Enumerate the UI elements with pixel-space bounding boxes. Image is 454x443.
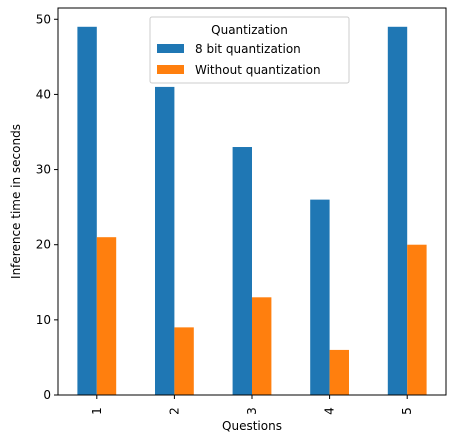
legend-swatch-series-1 — [157, 44, 184, 53]
y-tick-label: 0 — [43, 388, 51, 402]
bar-series-1-question-4 — [310, 199, 330, 395]
x-tick-label: 2 — [167, 407, 181, 415]
bar-series-2-question-4 — [329, 349, 349, 395]
y-tick-label: 10 — [36, 313, 51, 327]
y-tick-label: 20 — [36, 238, 51, 252]
legend: Quantization 8 bit quantization Without q… — [149, 16, 350, 84]
legend-items: 8 bit quantization Without quantization — [157, 42, 321, 77]
bar-series-2-question-2 — [174, 327, 194, 395]
bar-series-2-question-1 — [96, 237, 117, 395]
legend-swatch-series-2 — [157, 65, 184, 74]
x-tick-label: 1 — [90, 407, 104, 415]
axes-layer: 0 10 20 30 40 50 1 2 3 4 5 — [36, 7, 447, 415]
legend-title: Quantization — [211, 23, 288, 37]
x-tick-label: 5 — [400, 407, 414, 415]
bar-series-1-question-1 — [77, 26, 97, 395]
bar-series-1-question-3 — [232, 147, 252, 395]
bar-series-2-question-3 — [252, 297, 272, 395]
x-tick-label: 3 — [245, 407, 259, 415]
x-axis-label: Questions — [222, 419, 282, 433]
y-tick-label: 40 — [36, 87, 51, 101]
bar-series-2-question-5 — [407, 244, 427, 395]
legend-label-series-2: Without quantization — [195, 63, 321, 77]
x-tick-label: 4 — [323, 407, 337, 415]
legend-box — [149, 16, 350, 84]
y-tick-label: 30 — [36, 163, 51, 177]
y-tick-label: 50 — [36, 12, 51, 26]
legend-label-series-1: 8 bit quantization — [195, 42, 301, 56]
bar-series-1-question-5 — [387, 26, 408, 395]
bars-layer — [77, 26, 427, 395]
y-axis-label: Inference time in seconds — [9, 124, 23, 279]
bar-series-1-question-2 — [155, 86, 175, 395]
